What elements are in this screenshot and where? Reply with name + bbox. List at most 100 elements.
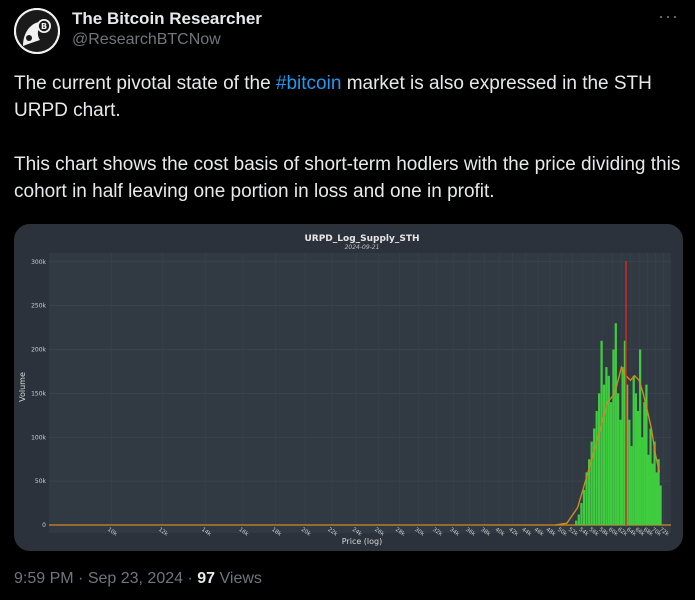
author-name[interactable]: The Bitcoin Researcher — [72, 9, 262, 28]
post-text: The current pivotal state of the #bitcoi… — [14, 70, 681, 205]
x-tick-label: 12k — [157, 527, 169, 538]
bar — [655, 472, 658, 525]
bar — [659, 485, 662, 525]
post-date[interactable]: Sep 23, 2024 — [87, 570, 184, 587]
post-header: B The Bitcoin Researcher @ResearchBTCNow… — [14, 6, 681, 54]
bar — [593, 428, 596, 525]
x-tick-label: 42k — [507, 527, 519, 538]
bar — [598, 393, 601, 525]
x-tick-label: 26k — [373, 527, 385, 538]
x-tick-label: 34k — [448, 527, 460, 538]
bar — [649, 428, 652, 525]
x-axis-ticks: 10k 12k 14k 16k 18k 20k 22k 24k 26k 28k 30k 32k 34k 3… — [106, 527, 670, 538]
bar — [590, 441, 593, 525]
paragraph-1: The current pivotal state of the #bitcoi… — [14, 70, 681, 124]
bar — [588, 459, 591, 525]
chart-title: URPD_Log_Supply_STH — [304, 234, 419, 244]
x-tick-label: 30k — [413, 527, 425, 538]
views-count: 97 — [197, 570, 216, 587]
bar — [575, 520, 578, 525]
x-tick-label: 28k — [394, 527, 406, 538]
bar — [612, 349, 615, 525]
x-tick-label: 36k — [464, 527, 476, 538]
svg-text:B: B — [41, 22, 47, 31]
bar — [653, 441, 656, 525]
x-tick-label: 52k — [567, 527, 579, 538]
y-tick-label: 0 — [42, 522, 46, 529]
post-time[interactable]: 9:59 PM — [14, 570, 74, 587]
x-tick-label: 48k — [545, 527, 557, 538]
y-axis-ticks: 0 50k 100k 150k 200k 250k 300k — [31, 259, 46, 529]
y-tick-label: 300k — [31, 259, 46, 266]
x-tick-label: 54k — [578, 527, 590, 538]
x-axis-label: Price (log) — [342, 537, 383, 546]
bar — [639, 349, 642, 525]
bars — [575, 323, 662, 525]
bar — [632, 375, 635, 525]
x-tick-label: 70k — [650, 527, 662, 538]
separator-dot: · — [78, 570, 88, 587]
bar — [657, 459, 660, 525]
bar — [619, 419, 622, 525]
x-tick-label: 22k — [327, 527, 339, 538]
paragraph-1-end: market is also expressed in the STH URPD… — [14, 73, 652, 121]
separator-dot: · — [187, 570, 198, 587]
chart-image[interactable]: 0 50k 100k 150k 200k 250k 300k 10k 12k 14k 16k 18k… — [14, 224, 683, 551]
bar — [645, 384, 648, 525]
x-tick-label: 32k — [431, 527, 443, 538]
x-tick-label: 66k — [634, 527, 646, 538]
x-tick-label: 68k — [642, 527, 654, 538]
avatar[interactable]: B — [14, 8, 60, 54]
author-handle[interactable]: @ResearchBTCNow — [72, 31, 221, 48]
bar — [607, 375, 610, 525]
x-tick-label: 62k — [616, 527, 628, 538]
bar — [616, 393, 620, 525]
urpd-chart: 0 50k 100k 150k 200k 250k 300k 10k 12k 14k 16k 18k… — [15, 225, 682, 550]
y-tick-label: 100k — [31, 434, 46, 441]
x-tick-label: 50k — [556, 527, 568, 538]
y-tick-label: 250k — [31, 303, 46, 310]
bar — [610, 402, 613, 525]
bar — [628, 419, 631, 525]
bar — [636, 410, 640, 525]
bar — [605, 367, 608, 525]
y-tick-label: 150k — [31, 390, 46, 397]
chart-subtitle: 2024-09-21 — [345, 244, 380, 251]
paragraph-1-start: The current pivotal state of the — [14, 73, 276, 94]
y-axis-label: Volume — [18, 372, 27, 402]
bar — [585, 472, 588, 525]
x-tick-label: 72k — [658, 527, 670, 538]
x-tick-label: 18k — [270, 527, 282, 538]
paragraph-2: This chart shows the cost basis of short… — [14, 154, 681, 202]
x-tick-label: 14k — [200, 527, 212, 538]
x-tick-label: 56k — [588, 527, 600, 538]
bar — [626, 384, 629, 525]
bar — [602, 384, 606, 525]
x-tick-label: 58k — [598, 527, 610, 538]
x-tick-label: 40k — [494, 527, 506, 538]
x-tick-label: 44k — [520, 527, 532, 538]
bar — [651, 463, 654, 525]
bar — [600, 340, 603, 525]
y-tick-label: 200k — [31, 347, 46, 354]
bar — [643, 402, 646, 525]
x-tick-label: 60k — [607, 527, 619, 538]
bar — [614, 323, 617, 525]
x-tick-label: 16k — [237, 527, 249, 538]
bar — [580, 503, 583, 525]
more-horizontal-icon[interactable]: ··· — [658, 6, 679, 26]
avatar-image: B — [14, 8, 60, 54]
x-tick-label: 38k — [479, 527, 491, 538]
x-tick-label: 24k — [351, 527, 363, 538]
bar — [641, 437, 644, 525]
bar — [634, 393, 637, 525]
x-tick-label: 20k — [300, 527, 312, 538]
bar — [630, 446, 633, 525]
views-label: Views — [219, 570, 262, 587]
y-tick-label: 50k — [35, 478, 47, 485]
bar — [623, 340, 627, 525]
hashtag-link[interactable]: #bitcoin — [275, 73, 342, 94]
bar — [595, 410, 598, 525]
plot-area — [49, 253, 671, 533]
x-tick-label: 10k — [106, 527, 118, 538]
